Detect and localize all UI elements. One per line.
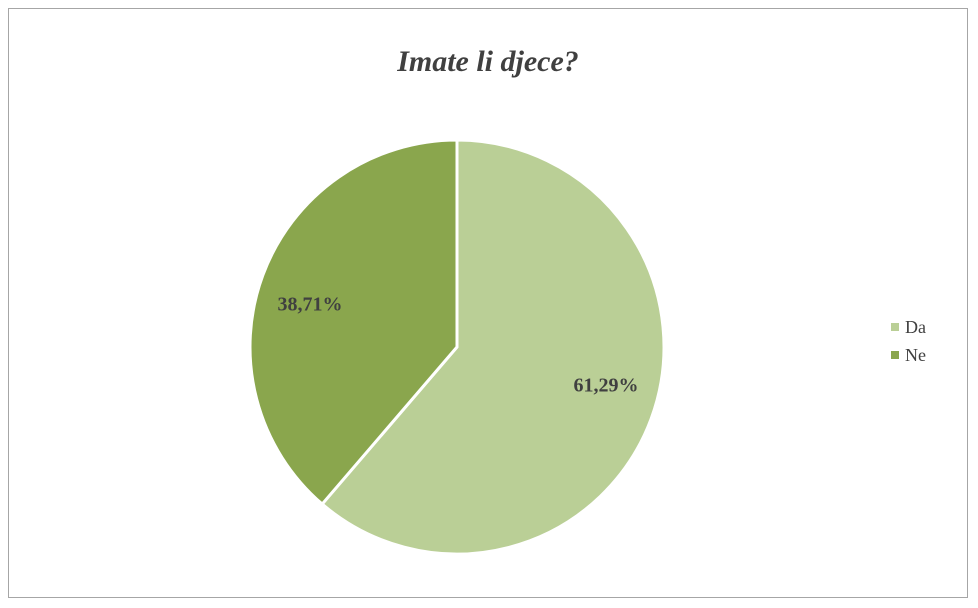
legend-swatch-da [891,323,899,331]
pie-slice-ne [248,138,459,506]
legend-item-da: Da [891,313,926,341]
data-label-da: 61,29% [574,375,639,397]
pie-slice-da [320,138,666,556]
legend-label-ne: Ne [905,344,926,365]
chart-title: Imate li djece? [397,45,579,78]
data-label-ne: 38,71% [278,294,343,316]
legend-swatch-ne [891,351,899,359]
chart-legend: Da Ne [891,313,926,369]
legend-label-da: Da [905,316,926,337]
legend-item-ne: Ne [891,341,926,369]
